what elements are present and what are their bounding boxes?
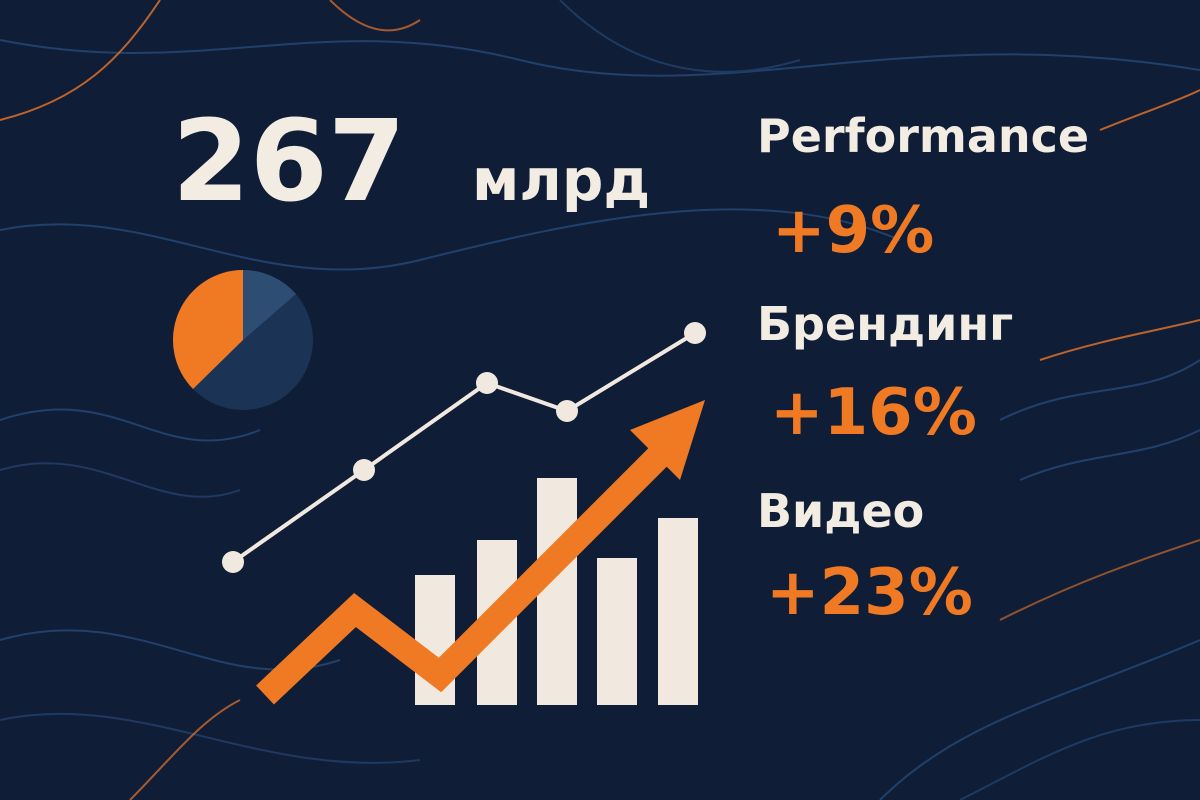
line-point [476,372,498,394]
bar [597,558,637,705]
headline-unit: млрд [472,146,650,214]
line-point [684,322,706,344]
headline-value: 267 [172,97,406,227]
bar [658,518,698,705]
pie-slice [172,270,243,389]
metric-change: +9% [772,194,934,268]
pie-slice [243,269,296,340]
metric-label: Брендинг [757,297,1013,351]
arrow-icon [256,400,705,705]
line-icon [222,322,706,573]
line-point [353,459,375,481]
line-point [556,400,578,422]
metric-change: +16% [770,376,977,450]
metric-label: Видео [757,484,924,538]
pie-icon [172,269,313,410]
arrow-shaft [256,445,670,705]
arrow-head [630,400,705,480]
bar [537,478,577,705]
metric-label: Performance [757,109,1089,163]
metric-change: +23% [766,556,973,630]
line-point [222,551,244,573]
